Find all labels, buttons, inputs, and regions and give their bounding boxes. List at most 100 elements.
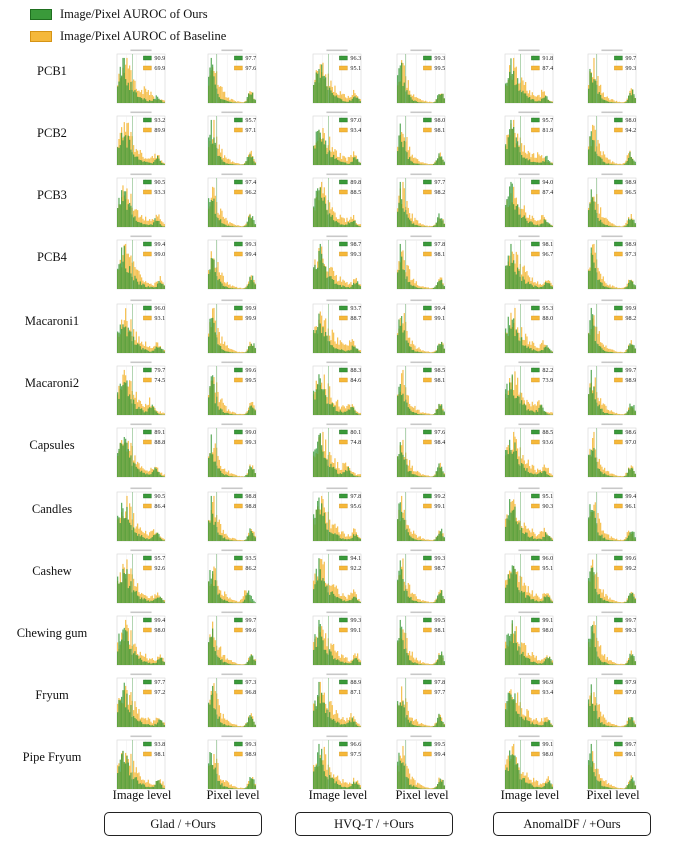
baseline-histogram-bar — [342, 93, 344, 103]
ours-histogram-bar — [147, 286, 149, 289]
histogram-chart: 98.1 96.7 — [500, 234, 556, 294]
baseline-histogram-bar — [232, 99, 234, 103]
baseline-histogram-bar — [525, 585, 527, 603]
ours-histogram-bar — [625, 225, 627, 227]
ours-histogram-bar — [399, 560, 401, 603]
ours-histogram-bar — [522, 592, 524, 603]
ours-histogram-bar — [159, 347, 161, 353]
ours-histogram-bar — [626, 349, 628, 353]
baseline-histogram-bar — [146, 534, 148, 541]
ours-auroc-label: 99.6 — [625, 555, 636, 562]
ours-histogram-bar — [358, 661, 360, 665]
ours-histogram-bar — [246, 474, 248, 477]
baseline-auroc-label: 98.1 — [434, 627, 445, 634]
ours-histogram-bar — [135, 655, 137, 665]
ours-histogram-bar — [354, 220, 356, 227]
ours-histogram-bar — [538, 538, 540, 541]
baseline-histogram-bar — [429, 476, 431, 477]
ours-histogram-bar — [253, 343, 255, 353]
ours-histogram-bar — [147, 225, 149, 227]
baseline-swatch — [614, 127, 623, 133]
baseline-histogram-bar — [342, 217, 344, 227]
ours-histogram-bar — [355, 534, 357, 541]
baseline-histogram-bar — [620, 475, 622, 477]
baseline-histogram-bar — [158, 214, 160, 227]
ours-histogram-bar — [419, 352, 421, 353]
baseline-histogram-bar — [622, 225, 624, 227]
ours-histogram-bar — [220, 98, 222, 103]
baseline-histogram-bar — [333, 643, 335, 665]
ours-histogram-bar — [535, 474, 537, 477]
ours-histogram-bar — [161, 348, 163, 353]
ours-histogram-bar — [507, 515, 509, 541]
ours-histogram-bar — [610, 102, 612, 103]
ours-histogram-bar — [434, 352, 436, 353]
ours-histogram-bar — [530, 348, 532, 353]
ours-histogram-bar — [330, 651, 332, 665]
baseline-swatch — [143, 251, 152, 257]
ours-histogram-bar — [590, 247, 592, 289]
chart-title-mark — [130, 549, 152, 552]
chart-title-mark — [410, 611, 432, 614]
ours-histogram-bar — [629, 593, 631, 603]
ours-histogram-bar — [339, 661, 341, 665]
ours-histogram-bar — [537, 101, 539, 103]
ours-histogram-bar — [409, 535, 411, 541]
ours-histogram-bar — [626, 286, 628, 289]
ours-histogram-bar — [397, 151, 399, 165]
ours-histogram-bar — [403, 649, 405, 665]
ours-histogram-bar — [407, 532, 409, 541]
baseline-histogram-bar — [343, 156, 345, 165]
histogram-svg: 88.593.6 — [504, 423, 554, 478]
ours-histogram-bar — [221, 659, 223, 665]
ours-histogram-bar — [509, 439, 511, 477]
ours-histogram-bar — [549, 348, 551, 353]
baseline-auroc-label: 87.4 — [542, 65, 553, 72]
ours-histogram-bar — [119, 582, 121, 603]
ours-histogram-bar — [433, 164, 435, 165]
baseline-histogram-bar — [149, 397, 151, 415]
baseline-histogram-bar — [343, 344, 345, 353]
ours-histogram-bar — [154, 663, 156, 665]
baseline-histogram-bar — [329, 519, 331, 541]
ours-histogram-bar — [335, 534, 337, 541]
ours-histogram-bar — [147, 101, 149, 103]
ours-histogram-bar — [535, 286, 537, 289]
baseline-histogram-bar — [421, 474, 423, 477]
baseline-histogram-bar — [221, 468, 223, 477]
ours-swatch — [614, 241, 623, 247]
baseline-histogram-bar — [240, 225, 242, 227]
baseline-histogram-bar — [129, 65, 131, 103]
histogram-svg: 98.196.7 — [504, 235, 554, 290]
ours-histogram-bar — [313, 206, 315, 227]
ours-histogram-bar — [511, 183, 513, 227]
ours-histogram-bar — [592, 510, 594, 541]
ours-histogram-bar — [545, 471, 547, 477]
chart-title-mark — [130, 111, 152, 114]
ours-histogram-bar — [225, 412, 227, 415]
baseline-histogram-bar — [346, 282, 348, 289]
ours-histogram-bar — [129, 457, 131, 477]
ours-swatch — [339, 429, 348, 435]
ours-swatch — [234, 429, 243, 435]
ours-swatch — [339, 617, 348, 623]
ours-histogram-bar — [509, 382, 511, 415]
baseline-histogram-bar — [538, 220, 540, 227]
ours-histogram-bar — [551, 539, 553, 541]
baseline-histogram-bar — [245, 223, 247, 227]
ours-histogram-bar — [402, 454, 404, 477]
baseline-histogram-bar — [343, 280, 345, 289]
ours-histogram-bar — [244, 599, 246, 603]
baseline-histogram-bar — [427, 351, 429, 353]
baseline-swatch — [234, 503, 243, 509]
baseline-histogram-bar — [610, 536, 612, 541]
ours-histogram-bar — [149, 601, 151, 603]
ours-histogram-bar — [325, 140, 327, 165]
chart-title-mark — [410, 299, 432, 302]
ours-histogram-bar — [157, 220, 159, 227]
ours-histogram-bar — [158, 472, 160, 477]
baseline-histogram-bar — [434, 600, 436, 603]
baseline-histogram-bar — [158, 412, 160, 415]
ours-histogram-bar — [337, 659, 339, 665]
histogram-chart: 97.0 93.4 — [308, 110, 364, 170]
